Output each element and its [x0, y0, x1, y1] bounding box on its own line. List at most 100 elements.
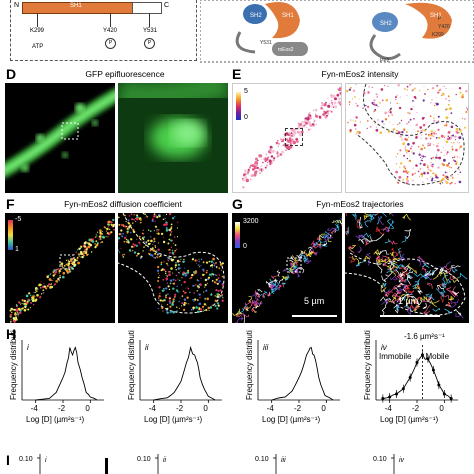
diffusion-dot: [18, 316, 20, 318]
intensity-dot: [271, 162, 273, 164]
site-marker-k299: [37, 13, 38, 27]
intensity-dot: [267, 157, 269, 159]
phospho-circle-y531: P: [144, 38, 155, 49]
diffusion-dot: [48, 283, 50, 285]
trajectory-line: [242, 314, 250, 318]
trajectory-zoom-line: [446, 302, 451, 307]
diffusion-zoom-dot: [199, 296, 201, 299]
diffusion-zoom-dot: [196, 259, 198, 262]
intensity-zoom-dot: [459, 145, 462, 148]
diffusion-zoom-dot: [166, 227, 168, 229]
diffusion-zoom-dot: [174, 244, 177, 246]
diffusion-zoom-dot: [194, 270, 198, 273]
diffusion-zoom-dot: [158, 213, 161, 216]
histogram-x-tick-label: -2: [58, 404, 66, 413]
intensity-zoom-dot: [423, 164, 425, 165]
intensity-zoom-dot: [435, 156, 438, 159]
intensity-zoom-dot: [412, 152, 415, 155]
intensity-zoom-dot: [417, 170, 420, 173]
intensity-dot: [307, 114, 309, 115]
diffusion-zoom-dot: [212, 262, 215, 264]
diffusion-zoom-dot: [166, 262, 168, 265]
diffusion-dot: [84, 241, 87, 244]
intensity-zoom-dot: [381, 99, 384, 102]
intensity-zoom-dot: [430, 157, 433, 160]
diffusion-dot: [40, 287, 42, 289]
diffusion-zoom-dot: [187, 271, 190, 274]
intensity-zoom-dot: [441, 177, 445, 181]
diffusion-zoom-dot: [174, 249, 177, 252]
intensity-zoom-dot: [404, 88, 406, 90]
histogram-row-h: -4 -2 0 Frequency distribution Log [D] (µm²s…: [9, 330, 458, 424]
intensity-dot: [261, 170, 263, 173]
trajectory-line: [326, 227, 333, 232]
diffusion-zoom-dot: [167, 293, 169, 295]
trajectory-zoom-line: [363, 215, 368, 221]
c-terminus-label: C: [164, 2, 170, 9]
panel-title-e: Fyn-mEos2 intensity: [321, 69, 399, 79]
diffusion-zoom-dot: [139, 244, 141, 246]
intensity-zoom-dot: [404, 170, 408, 173]
trajectory-scale-max: 3200: [243, 218, 259, 225]
diffusion-zoom-dot: [207, 261, 209, 263]
intensity-dot: [337, 102, 339, 104]
diffusion-zoom-dot: [118, 224, 121, 226]
intensity-zoom-dot: [444, 138, 446, 140]
trajectory-zoom-line: [377, 216, 385, 225]
diffusion-zoom-dot: [214, 295, 216, 297]
diffusion-dot: [58, 272, 60, 274]
trajectory-line: [258, 294, 266, 298]
diffusion-zoom-dot: [156, 232, 157, 234]
trajectory-zoom-line: [402, 213, 412, 221]
diffusion-zoom-dot: [218, 267, 221, 270]
trajectory-line: [310, 251, 315, 256]
diffusion-dot: [11, 311, 13, 314]
trajectory-line: [234, 321, 238, 323]
trajectory-zoom-line: [360, 238, 373, 243]
diffusion-zoom-dot: [221, 282, 224, 285]
trajectory-zoom-line: [397, 264, 405, 268]
diffusion-zoom-dot: [171, 223, 173, 225]
intensity-zoom-dot: [375, 93, 378, 96]
trajectory-line: [323, 240, 328, 247]
histogram-point: [442, 392, 446, 396]
diffusion-zoom-dot: [209, 306, 213, 309]
diffusion-dot: [108, 220, 111, 224]
intensity-zoom-dot: [449, 182, 452, 185]
diffusion-dot: [51, 273, 52, 274]
intensity-zoom-dot: [426, 164, 429, 167]
diffusion-zoom-dot: [204, 283, 207, 286]
trajectory-zoom-line: [386, 285, 397, 294]
diffusion-dot: [61, 271, 63, 272]
trajectory-zoom-line: [376, 260, 383, 274]
diffusion-dot: [24, 305, 27, 309]
intensity-dot: [334, 97, 337, 101]
intensity-zoom-dot: [439, 180, 443, 183]
diffusion-dot: [26, 300, 29, 303]
trajectory-line: [336, 223, 340, 230]
intensity-zoom-dot: [442, 182, 444, 184]
diffusion-zoom-dot: [169, 297, 171, 300]
trajectory-line: [251, 308, 256, 313]
intensity-zoom-dot: [435, 176, 438, 179]
intensity-zoom-dot: [457, 141, 459, 143]
diffusion-dot: [94, 246, 97, 249]
intensity-zoom-dot: [411, 151, 413, 153]
intensity-zoom-dot: [458, 132, 460, 134]
intensity-zoom-dot: [412, 180, 414, 182]
diffusion-zoom-dot: [199, 308, 203, 311]
intensity-zoom-dot: [426, 166, 429, 169]
diffusion-zoom-dot: [179, 297, 181, 299]
diffusion-zoom-dot: [174, 216, 176, 218]
diffusion-zoom-dot: [183, 298, 186, 301]
intensity-zoom-dot: [368, 86, 370, 88]
trajectory-line: [253, 298, 258, 307]
diffusion-zoom-dot: [211, 280, 214, 282]
diffusion-zoom-dot: [139, 221, 142, 224]
diffusion-zoom-dot: [157, 280, 160, 282]
diffusion-zoom-dot: [213, 265, 216, 267]
diffusion-zoom-dot: [196, 262, 197, 264]
diffusion-zoom-dot: [174, 279, 177, 282]
diffusion-zoom-dot: [202, 270, 205, 272]
trajectory-zoom-line: [406, 304, 415, 310]
